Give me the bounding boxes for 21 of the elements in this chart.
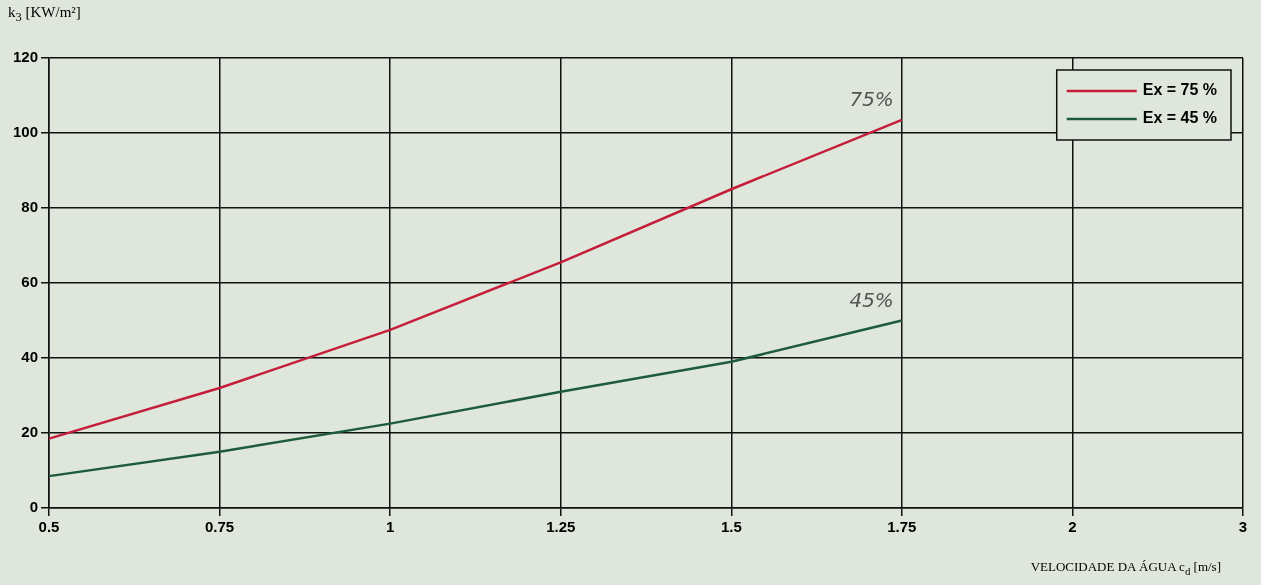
annotation: 75%	[849, 86, 894, 111]
x-tick-label: 3	[1238, 518, 1248, 536]
y-tick-label: 40	[21, 348, 39, 366]
legend-label: Ex = 45 %	[1142, 109, 1218, 127]
x-tick-label: 1.75	[887, 518, 917, 536]
y-tick-label: 100	[13, 123, 39, 141]
x-tick-label: 1.5	[720, 518, 742, 536]
x-tick-label: 1.25	[546, 518, 576, 536]
x-tick-label: 0.75	[204, 518, 235, 536]
x-tick-label: 2	[1068, 518, 1077, 536]
y-tick-label: 20	[21, 423, 39, 441]
x-tick-label: 0.5	[38, 518, 60, 536]
y-tick-label: 80	[21, 198, 39, 216]
x-tick-label: 1	[385, 518, 395, 536]
legend-label: Ex = 75 %	[1142, 81, 1218, 99]
annotation: 45%	[849, 287, 894, 312]
y-tick-label: 0	[29, 498, 39, 516]
y-tick-label: 60	[21, 273, 39, 291]
y-axis-title: k$_{3}$ [KW/m²]	[8, 4, 81, 25]
y-tick-label: 120	[13, 48, 39, 66]
x-axis-title: VELOCIDADE DA ÁGUA c$_{d}$ [m/s]	[1030, 559, 1221, 577]
